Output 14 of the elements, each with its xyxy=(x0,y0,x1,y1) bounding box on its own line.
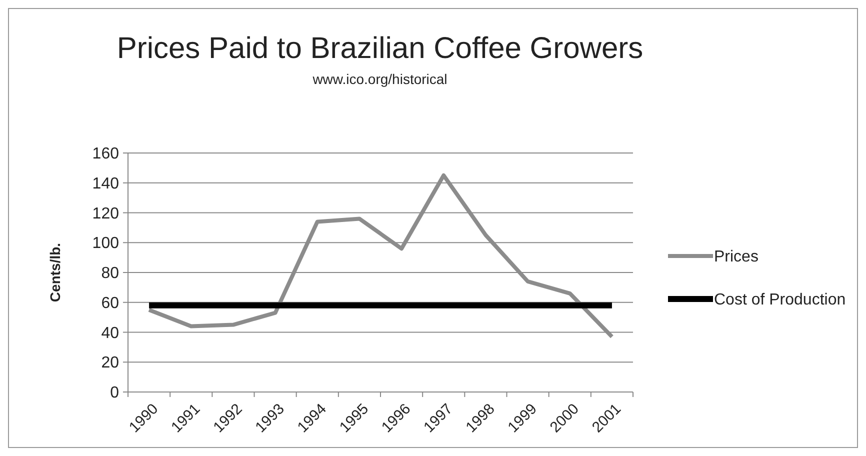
y-tick-label: 0 xyxy=(110,384,120,402)
y-tick-label: 100 xyxy=(92,235,120,252)
chart-subtitle: www.ico.org/historical xyxy=(312,71,448,87)
legend-label: Prices xyxy=(714,248,758,266)
y-tick-label: 140 xyxy=(92,175,120,192)
y-tick-label: 120 xyxy=(92,205,120,222)
y-tick-label: 20 xyxy=(101,354,120,372)
legend-label: Cost of Production xyxy=(714,292,846,309)
y-tick-label: 40 xyxy=(101,324,120,342)
y-axis-title: Cents/lb. xyxy=(47,242,63,302)
y-tick-label: 160 xyxy=(92,146,120,163)
y-tick-label: 60 xyxy=(101,294,120,312)
chart-title: Prices Paid to Brazilian Coffee Growers xyxy=(116,32,644,65)
y-tick-label: 80 xyxy=(101,265,120,282)
